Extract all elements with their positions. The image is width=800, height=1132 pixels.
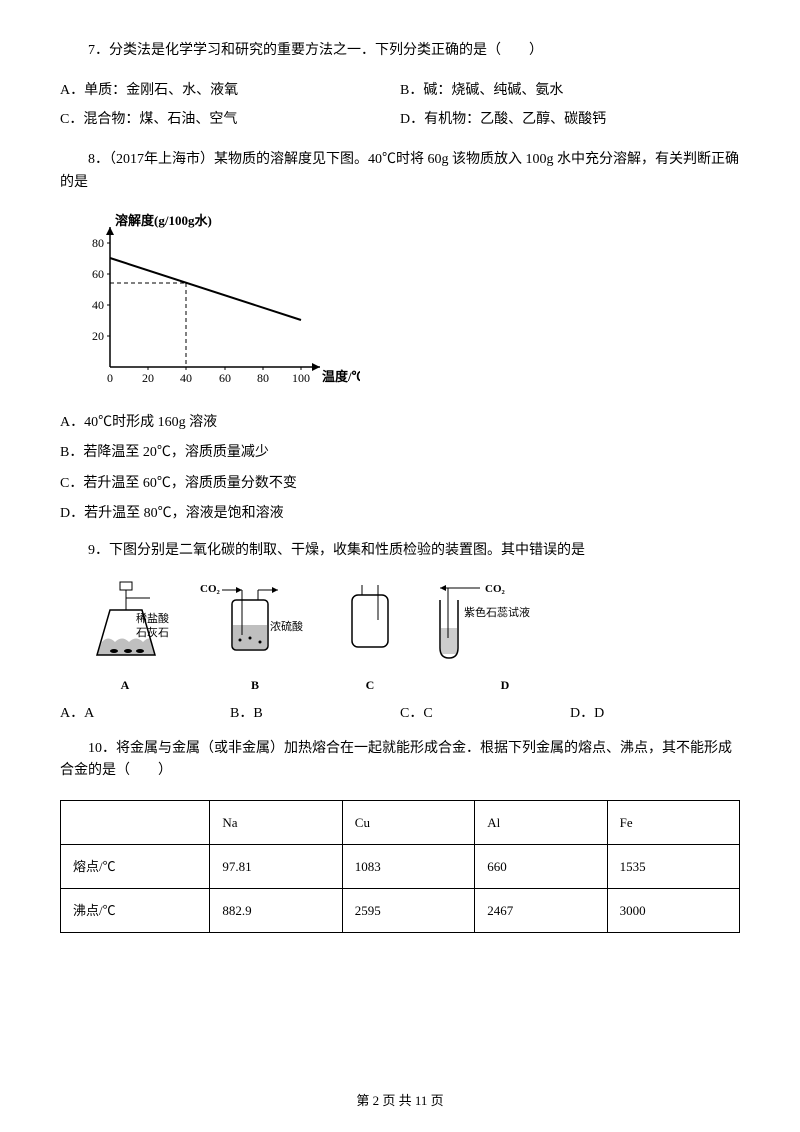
q9-opt-b: B．B xyxy=(230,703,400,725)
table-cell: Na xyxy=(210,801,342,845)
apparatus-d: CO₂ 紫色石蕊试液 D xyxy=(430,580,580,695)
table-cell: 97.81 xyxy=(210,845,342,889)
page-footer: 第 2 页 共 11 页 xyxy=(0,1091,800,1112)
q7-options: A．单质：金刚石、水、液氧 B．碱：烧碱、纯碱、氨水 C．混合物：煤、石油、空气… xyxy=(60,80,740,137)
q7-opt-d: D．有机物：乙酸、乙醇、碳酸钙 xyxy=(400,109,740,131)
svg-text:60: 60 xyxy=(219,371,231,385)
q7-opt-c: C．混合物：煤、石油、空气 xyxy=(60,109,400,131)
table-cell: 3000 xyxy=(607,889,739,933)
svg-text:60: 60 xyxy=(92,267,104,281)
svg-text:20: 20 xyxy=(92,329,104,343)
solubility-chart-svg: 20 40 60 80 0 20 40 60 80 100 溶解度(g/100g… xyxy=(60,212,360,402)
table-row: 沸点/℃ 882.9 2595 2467 3000 xyxy=(61,889,740,933)
table-cell: 1535 xyxy=(607,845,739,889)
q9-options: A．A B．B C．C D．D xyxy=(60,703,740,725)
q7-stem: 7．分类法是化学学习和研究的重要方法之一．下列分类正确的是（ ） xyxy=(60,40,740,62)
question-9: 9．下图分别是二氧化碳的制取、干燥，收集和性质检验的装置图。其中错误的是 xyxy=(60,540,740,562)
table-cell: 882.9 xyxy=(210,889,342,933)
apparatus-b: CO₂ 浓硫酸 B xyxy=(200,580,310,695)
table-cell: 熔点/℃ xyxy=(61,845,210,889)
table-cell: Al xyxy=(475,801,607,845)
svg-text:0: 0 xyxy=(107,371,113,385)
question-10: 10．将金属与金属（或非金属）加热熔合在一起就能形成合金．根据下列金属的熔点、沸… xyxy=(60,738,740,783)
table-cell: 沸点/℃ xyxy=(61,889,210,933)
svg-text:100: 100 xyxy=(292,371,310,385)
question-7: 7．分类法是化学学习和研究的重要方法之一．下列分类正确的是（ ） xyxy=(60,40,740,62)
svg-text:40: 40 xyxy=(180,371,192,385)
q7-opt-b: B．碱：烧碱、纯碱、氨水 xyxy=(400,80,740,102)
question-8: 8．（2017年上海市）某物质的溶解度见下图。40℃时将 60g 该物质放入 1… xyxy=(60,149,740,194)
q9-opt-c: C．C xyxy=(400,703,570,725)
table-cell xyxy=(61,801,210,845)
q10-stem: 10．将金属与金属（或非金属）加热熔合在一起就能形成合金．根据下列金属的熔点、沸… xyxy=(60,738,740,783)
q7-opt-a: A．单质：金刚石、水、液氧 xyxy=(60,80,400,102)
apparatus-a: 稀盐酸 石灰石 A xyxy=(80,580,170,695)
q9-opt-d: D．D xyxy=(570,703,740,725)
svg-text:CO₂: CO₂ xyxy=(200,583,221,595)
svg-text:80: 80 xyxy=(92,236,104,250)
table-row: 熔点/℃ 97.81 1083 660 1535 xyxy=(61,845,740,889)
svg-text:石灰石: 石灰石 xyxy=(136,625,169,639)
q8-opt-a: A．40℃时形成 160g 溶液 xyxy=(60,412,740,434)
table-cell: 2467 xyxy=(475,889,607,933)
svg-text:CO₂: CO₂ xyxy=(485,583,506,595)
table-cell: 2595 xyxy=(342,889,474,933)
q9-stem: 9．下图分别是二氧化碳的制取、干燥，收集和性质检验的装置图。其中错误的是 xyxy=(60,540,740,562)
q8-opt-d: D．若升温至 80℃，溶液是饱和溶液 xyxy=(60,503,740,525)
table-row: Na Cu Al Fe xyxy=(61,801,740,845)
table-cell: Cu xyxy=(342,801,474,845)
q8-opt-c: C．若升温至 60℃，溶质质量分数不变 xyxy=(60,473,740,495)
table-cell: 1083 xyxy=(342,845,474,889)
chart-xlabel: 温度/℃ xyxy=(322,369,360,384)
q8-opt-b: B．若降温至 20℃，溶质质量减少 xyxy=(60,442,740,464)
svg-text:紫色石蕊试液: 紫色石蕊试液 xyxy=(464,605,530,619)
svg-text:20: 20 xyxy=(142,371,154,385)
svg-text:40: 40 xyxy=(92,298,104,312)
svg-text:80: 80 xyxy=(257,371,269,385)
q8-stem: 8．（2017年上海市）某物质的溶解度见下图。40℃时将 60g 该物质放入 1… xyxy=(60,149,740,194)
apparatus-diagram: 稀盐酸 石灰石 A CO₂ 浓硫酸 B C xyxy=(80,580,740,695)
chart-ylabel: 溶解度(g/100g水) xyxy=(115,213,212,228)
apparatus-c: C xyxy=(340,580,400,695)
metals-table: Na Cu Al Fe 熔点/℃ 97.81 1083 660 1535 沸点/… xyxy=(60,800,740,933)
q9-opt-a: A．A xyxy=(60,703,230,725)
svg-text:浓硫酸: 浓硫酸 xyxy=(270,619,303,633)
table-cell: 660 xyxy=(475,845,607,889)
svg-text:稀盐酸: 稀盐酸 xyxy=(136,611,169,625)
solubility-chart: 20 40 60 80 0 20 40 60 80 100 溶解度(g/100g… xyxy=(60,212,740,402)
table-cell: Fe xyxy=(607,801,739,845)
